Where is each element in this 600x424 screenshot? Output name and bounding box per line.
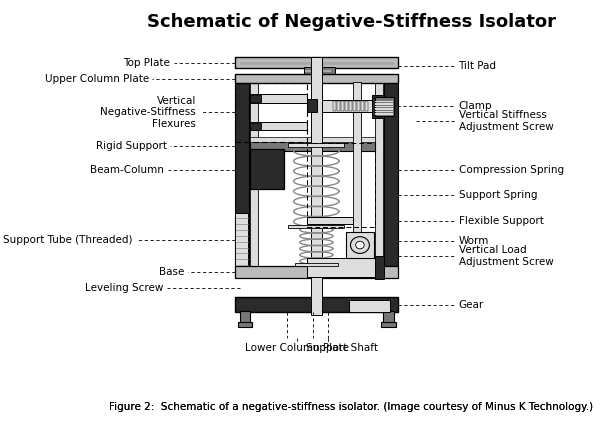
Bar <box>289 143 344 147</box>
Bar <box>235 83 307 142</box>
Bar <box>375 108 393 110</box>
Bar <box>240 62 394 65</box>
Bar <box>349 300 389 312</box>
Bar <box>240 311 250 323</box>
Bar <box>235 74 398 83</box>
Text: Flexible Support: Flexible Support <box>458 216 544 226</box>
Bar <box>375 256 384 279</box>
Bar <box>307 218 353 224</box>
Text: Figure 2:  Schematic of a negative-stiffness isolator. (Image courtesy of Minus : Figure 2: Schematic of a negative-stiffn… <box>109 402 593 412</box>
Text: Vertical Stiffness
Adjustment Screw: Vertical Stiffness Adjustment Screw <box>458 110 553 131</box>
Bar <box>365 100 368 111</box>
Bar <box>382 322 395 327</box>
Text: Worm: Worm <box>458 236 489 246</box>
Bar <box>235 57 398 68</box>
Bar <box>384 83 398 266</box>
Bar <box>235 297 398 312</box>
Text: Tilt Pad: Tilt Pad <box>458 61 497 71</box>
Bar <box>375 100 393 102</box>
Bar <box>375 83 383 266</box>
Bar <box>345 100 348 111</box>
Bar <box>305 70 331 72</box>
Text: Figure 2:  Schematic of a negative-stiffness isolator. (Image courtesy of Minus : Figure 2: Schematic of a negative-stiffn… <box>109 402 593 412</box>
Circle shape <box>356 241 364 249</box>
Bar <box>250 149 284 189</box>
Bar <box>307 99 317 112</box>
Bar <box>250 137 375 142</box>
Bar <box>250 94 307 103</box>
Bar <box>304 67 335 74</box>
Bar <box>250 123 262 130</box>
Bar <box>311 57 322 315</box>
Text: Base: Base <box>159 267 185 277</box>
Bar <box>341 100 344 111</box>
Text: Schematic of Negative-Stiffness Isolator: Schematic of Negative-Stiffness Isolator <box>146 13 556 31</box>
Bar <box>235 266 398 278</box>
Bar <box>250 122 307 131</box>
Text: Compression Spring: Compression Spring <box>458 165 563 175</box>
Bar <box>250 83 258 266</box>
Bar <box>337 100 340 111</box>
Bar <box>375 106 393 107</box>
Text: Upper Column Plate: Upper Column Plate <box>45 73 149 84</box>
Text: Support Shaft: Support Shaft <box>307 343 379 353</box>
Circle shape <box>350 237 370 254</box>
Text: Top Plate: Top Plate <box>124 58 170 67</box>
Bar <box>238 322 252 327</box>
Text: Support Tube (Threaded): Support Tube (Threaded) <box>3 234 133 245</box>
Bar <box>333 100 336 111</box>
Bar <box>373 95 384 118</box>
Bar <box>353 82 361 266</box>
Bar <box>250 141 375 151</box>
Text: Vertical Load
Adjustment Screw: Vertical Load Adjustment Screw <box>458 245 553 267</box>
Bar <box>353 100 356 111</box>
Text: Vertical
Negative-Stiffness
Flexures: Vertical Negative-Stiffness Flexures <box>100 96 196 129</box>
Bar <box>307 143 375 227</box>
Bar <box>375 113 393 115</box>
Text: Gear: Gear <box>458 300 484 310</box>
Text: Leveling Screw: Leveling Screw <box>85 283 163 293</box>
Bar <box>289 225 344 228</box>
Bar <box>235 83 250 266</box>
Bar <box>349 100 352 111</box>
Bar <box>235 213 248 266</box>
Bar <box>307 100 375 112</box>
Text: Support Spring: Support Spring <box>458 190 537 200</box>
Text: Lower Column Plate: Lower Column Plate <box>245 343 349 353</box>
Bar <box>307 258 375 277</box>
Bar <box>375 111 393 112</box>
Text: Rigid Support: Rigid Support <box>96 141 167 151</box>
Bar <box>375 103 393 105</box>
Bar <box>357 100 360 111</box>
Text: Beam-Column: Beam-Column <box>91 165 164 175</box>
Bar <box>295 263 338 266</box>
Bar <box>375 97 394 116</box>
Bar <box>346 232 374 258</box>
Text: Clamp: Clamp <box>458 101 492 111</box>
Bar <box>250 95 262 102</box>
Bar <box>383 311 394 323</box>
Bar <box>361 100 364 111</box>
